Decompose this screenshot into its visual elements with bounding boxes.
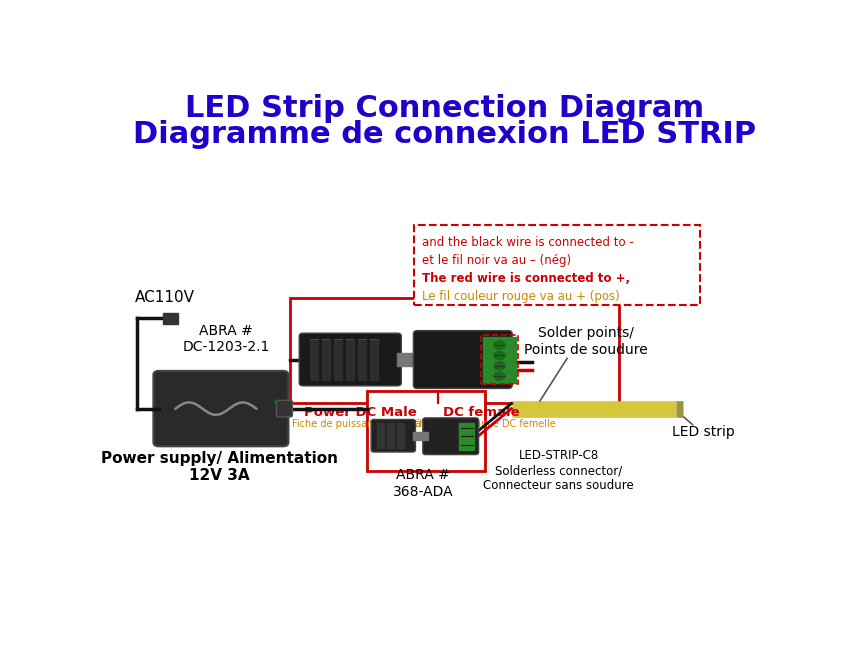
Bar bbox=[377, 423, 384, 448]
Bar bbox=[370, 339, 379, 380]
Bar bbox=[397, 352, 427, 366]
Text: ABRA #
DC-1203-2.1: ABRA # DC-1203-2.1 bbox=[182, 324, 270, 354]
Bar bbox=[322, 339, 330, 380]
Text: LED Strip Connection Diagram: LED Strip Connection Diagram bbox=[185, 95, 704, 123]
Text: Fiche de puissance DC mâle: Fiche de puissance DC mâle bbox=[291, 419, 429, 429]
Bar bbox=[334, 339, 342, 380]
Text: and the black wire is connected to -: and the black wire is connected to - bbox=[422, 236, 634, 248]
Bar bbox=[388, 423, 394, 448]
Circle shape bbox=[494, 341, 505, 349]
FancyBboxPatch shape bbox=[153, 371, 289, 446]
Circle shape bbox=[494, 362, 505, 370]
Text: Fiche de puissance DC femelle: Fiche de puissance DC femelle bbox=[407, 419, 556, 429]
Bar bbox=[346, 339, 355, 380]
Bar bbox=[483, 338, 516, 382]
Text: Power supply/ Alimentation: Power supply/ Alimentation bbox=[101, 451, 338, 466]
Text: Diagramme de connexion LED STRIP: Diagramme de connexion LED STRIP bbox=[133, 120, 756, 149]
Bar bbox=[460, 423, 474, 450]
Text: Le fil couleur rouge va au + (pos): Le fil couleur rouge va au + (pos) bbox=[422, 290, 620, 303]
Text: LED-STRIP-C8
Solderless connector/
Connecteur sans soudure: LED-STRIP-C8 Solderless connector/ Conne… bbox=[483, 449, 634, 492]
FancyBboxPatch shape bbox=[423, 418, 479, 454]
Bar bbox=[164, 313, 179, 324]
Bar bbox=[358, 339, 367, 380]
Text: AC110V: AC110V bbox=[135, 291, 195, 305]
Text: Solder points/
Points de soudure: Solder points/ Points de soudure bbox=[524, 326, 648, 356]
FancyBboxPatch shape bbox=[290, 297, 619, 403]
FancyBboxPatch shape bbox=[414, 225, 700, 305]
FancyBboxPatch shape bbox=[299, 333, 401, 386]
Bar bbox=[413, 432, 427, 440]
Text: et le fil noir va au – (nég): et le fil noir va au – (nég) bbox=[422, 254, 571, 266]
Text: LED strip: LED strip bbox=[672, 425, 734, 439]
FancyBboxPatch shape bbox=[414, 331, 512, 389]
FancyBboxPatch shape bbox=[277, 401, 292, 417]
Bar bbox=[310, 339, 318, 380]
Text: DC female: DC female bbox=[443, 406, 519, 419]
Text: ABRA #
368-ADA: ABRA # 368-ADA bbox=[393, 468, 453, 499]
Circle shape bbox=[494, 351, 505, 360]
FancyBboxPatch shape bbox=[367, 391, 485, 470]
Text: 12V 3A: 12V 3A bbox=[189, 468, 250, 483]
Text: Power DC Male: Power DC Male bbox=[304, 406, 417, 419]
Bar bbox=[397, 423, 404, 448]
Circle shape bbox=[494, 372, 505, 380]
FancyBboxPatch shape bbox=[371, 419, 415, 452]
Text: The red wire is connected to +,: The red wire is connected to +, bbox=[422, 272, 630, 285]
